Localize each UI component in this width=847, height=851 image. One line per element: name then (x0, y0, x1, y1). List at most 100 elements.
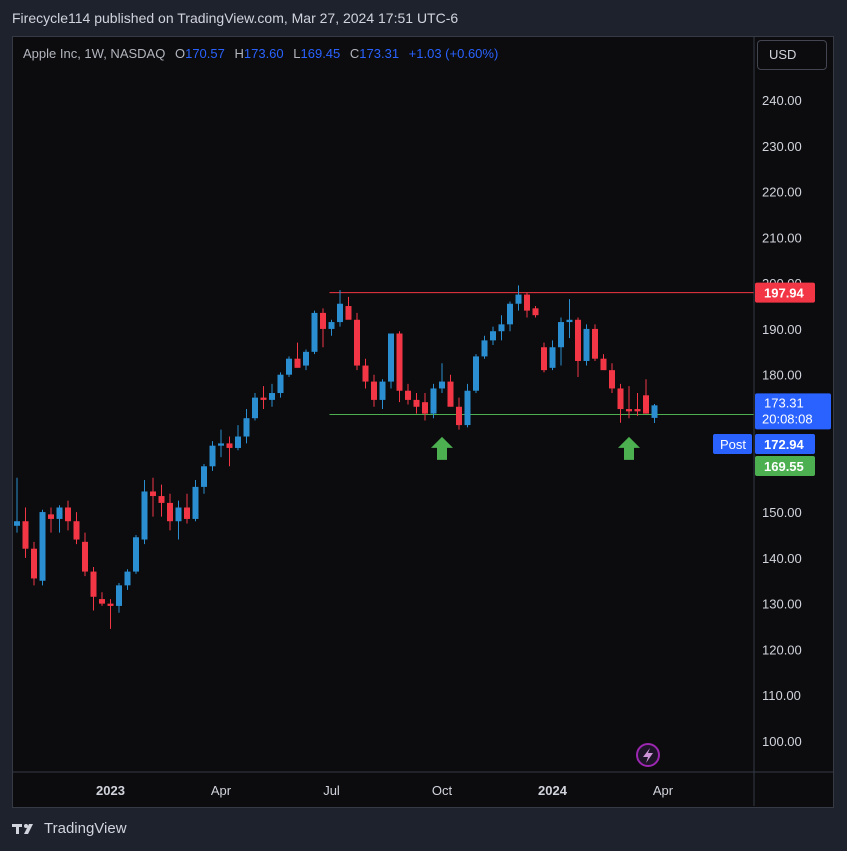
candle-body (39, 512, 46, 581)
y-tick-label: 190.00 (762, 322, 802, 337)
currency-button[interactable]: USD (757, 40, 827, 70)
candle-body (405, 390, 411, 400)
candle-body (337, 303, 343, 323)
candle-body (498, 324, 505, 332)
candle-body (150, 491, 156, 497)
candle-body (643, 395, 649, 414)
candle-body (430, 388, 437, 414)
candle-body (235, 436, 241, 448)
candle-body (439, 381, 445, 389)
post-price-label: 172.94 (764, 437, 805, 452)
y-tick-label: 220.00 (762, 185, 802, 200)
candle-body (592, 328, 598, 359)
candle-body (82, 541, 88, 572)
legend-high-value: 173.60 (243, 46, 284, 61)
y-tick-label: 100.00 (762, 734, 802, 749)
symbol-legend: Apple Inc, 1W, NASDAQ O170.57 H173.60 L1… (23, 46, 498, 61)
candle-body (609, 370, 615, 389)
candle-body (175, 507, 182, 522)
candle-body (617, 388, 624, 410)
candle-body (99, 599, 105, 604)
legend-open-value: 170.57 (185, 46, 225, 61)
y-tick-label: 180.00 (762, 368, 802, 383)
candle-body (507, 303, 513, 325)
candle-body (294, 358, 301, 368)
footer-brand: TradingView (44, 820, 127, 837)
y-tick-label: 120.00 (762, 642, 802, 657)
candle-body (226, 443, 233, 448)
candle-body (549, 347, 556, 368)
candle-body (90, 571, 97, 597)
candle-body (56, 507, 63, 519)
candle-body (388, 333, 394, 382)
x-tick-label: Apr (211, 783, 232, 798)
candle-body (524, 294, 530, 311)
candle-body (116, 585, 122, 606)
candle-body (354, 319, 360, 366)
last-price-label: 173.31 (764, 395, 804, 410)
x-tick-label: Oct (432, 783, 453, 798)
candle-body (320, 312, 326, 329)
snapshot-lightning-icon[interactable] (636, 743, 660, 767)
candle-body (133, 537, 139, 572)
candle-body (14, 521, 20, 526)
legend-title: Apple Inc, 1W, NASDAQ (23, 46, 166, 61)
candle-body (575, 319, 581, 361)
tradingview-logo: TradingView (12, 820, 127, 837)
candle-body (626, 409, 632, 412)
y-tick-label: 150.00 (762, 505, 802, 520)
support-price-tag (755, 456, 815, 476)
legend-close-label: C (349, 46, 360, 61)
legend-change-value: +1.03 (+0.60%) (408, 46, 499, 61)
y-tick-label: 210.00 (762, 230, 802, 245)
candle-body (73, 521, 80, 540)
candle-body (583, 328, 590, 361)
candle-body (277, 374, 284, 394)
candle-body (379, 381, 386, 400)
candle-body (218, 443, 224, 446)
candle-body (269, 393, 275, 400)
y-tick-label: 130.00 (762, 597, 802, 612)
candle-body (447, 381, 454, 407)
candle-body (286, 358, 292, 375)
legend-close-value: 173.31 (359, 46, 400, 61)
candle-body (201, 466, 207, 487)
post-price-tag (755, 434, 815, 454)
last-price-tag (755, 393, 831, 430)
x-tick-label: Jul (323, 783, 340, 798)
candle-body (634, 409, 641, 412)
candle-body (31, 548, 37, 579)
y-tick-label: 240.00 (762, 93, 802, 108)
legend-low-value: 169.45 (300, 46, 341, 61)
chart-frame[interactable] (12, 36, 834, 808)
candle-body (490, 331, 496, 341)
candle-body (481, 340, 488, 357)
candle-body (124, 571, 131, 586)
candle-body (141, 491, 148, 540)
up-arrow-marker (431, 436, 453, 460)
candle-body (260, 397, 267, 400)
candle-body (167, 502, 173, 522)
candle-body (566, 319, 573, 323)
candle-body (252, 397, 258, 419)
legend-high-label: H (234, 46, 244, 61)
candle-body (541, 347, 547, 371)
candle-body (371, 381, 377, 400)
tradingview-logo-icon (12, 823, 33, 834)
publisher-note: Firecycle114 published on TradingView.co… (12, 10, 459, 26)
y-tick-label: 230.00 (762, 139, 802, 154)
candle-body (158, 496, 165, 503)
candle-body (515, 294, 522, 304)
candle-body (243, 418, 250, 437)
candle-body (422, 402, 428, 414)
candle-body (48, 514, 54, 519)
candle-body (651, 405, 658, 418)
candle-body (192, 486, 199, 519)
post-market-tag-label: Post (720, 437, 746, 452)
candle-body (303, 351, 309, 366)
candle-body (209, 445, 216, 467)
x-tick-label: 2024 (538, 783, 568, 798)
post-market-tag (713, 434, 752, 454)
candle-body (328, 322, 335, 329)
